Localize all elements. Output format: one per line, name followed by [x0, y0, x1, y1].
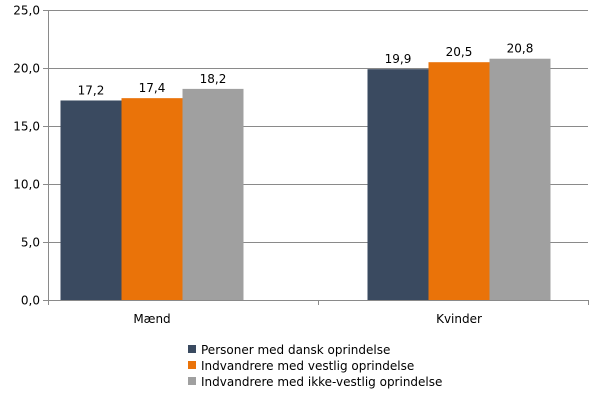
y-tick-label: 5,0	[21, 236, 40, 250]
x-category-label: Mænd	[133, 312, 170, 326]
axes: 0,0 5,0 10,0 15,0 20,0 25,0 Mænd Kvinder	[13, 4, 589, 326]
legend-label: Indvandrere med vestlig oprindelse	[201, 359, 414, 373]
bar	[182, 88, 244, 300]
x-category-label: Kvinder	[436, 312, 482, 326]
legend-label: Indvandrere med ikke-vestlig oprindelse	[201, 375, 442, 389]
y-tick-label: 10,0	[13, 178, 40, 192]
y-tick-label: 20,0	[13, 62, 40, 76]
data-label: 19,9	[385, 52, 412, 66]
bars	[60, 58, 551, 301]
data-label: 17,4	[139, 81, 166, 95]
data-label: 20,5	[446, 45, 473, 59]
bar	[367, 69, 429, 300]
y-tick-label: 15,0	[13, 120, 40, 134]
legend-label: Personer med dansk oprindelse	[201, 343, 390, 357]
legend: Personer med dansk oprindelse Indvandrere…	[188, 343, 442, 389]
legend-swatch	[188, 377, 196, 385]
data-label: 17,2	[78, 83, 105, 97]
y-tick-label: 25,0	[13, 4, 40, 18]
bar	[60, 100, 122, 300]
bar	[428, 62, 490, 301]
legend-swatch	[188, 361, 196, 369]
bar	[121, 98, 183, 300]
data-labels: 17,2 19,9 17,4 20,5 18,2 20,8	[78, 42, 534, 98]
data-label: 18,2	[200, 72, 227, 86]
y-tick-label: 0,0	[21, 294, 40, 308]
legend-swatch	[188, 345, 196, 353]
bar	[489, 58, 551, 300]
data-label: 20,8	[507, 42, 534, 56]
